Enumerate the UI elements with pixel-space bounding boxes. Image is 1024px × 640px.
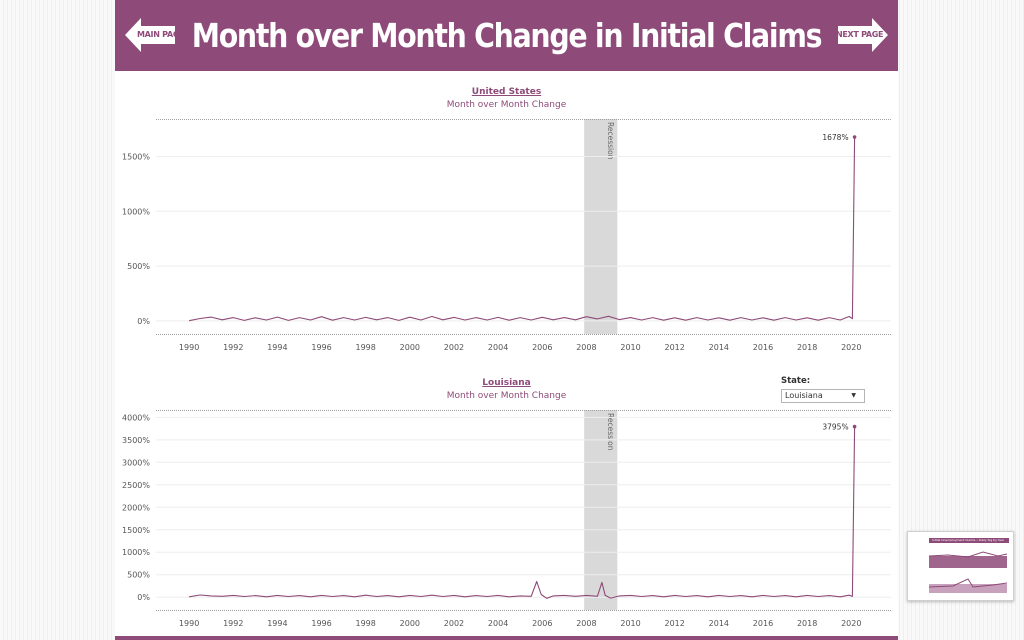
footer-bar — [115, 636, 898, 640]
us-x-tick-label: 2002 — [444, 343, 464, 352]
louisiana-chart-title[interactable]: Louisiana — [482, 378, 531, 388]
la-x-tick-label: 1994 — [267, 619, 287, 628]
la-y-tick-label: 1000% — [122, 548, 150, 557]
la-x-tick-label: 1990 — [179, 619, 199, 628]
state-dropdown-value: Louisiana — [785, 391, 823, 400]
us-x-tick-label: 2016 — [753, 343, 773, 352]
la-x-tick-label: 2004 — [488, 619, 508, 628]
la-recession-band — [584, 410, 618, 610]
dashboard: MAIN PAGE Month over Month Change in Ini… — [115, 0, 898, 640]
us-x-tick-label: 2000 — [400, 343, 420, 352]
la-series-line — [189, 426, 856, 599]
la-y-tick-label: 0% — [137, 593, 150, 602]
us-series-line — [188, 136, 856, 322]
us-recession-label: Recession — [606, 122, 615, 160]
thumbnail-preview[interactable]: Initial Unemployment Claims • Daily Sig … — [907, 531, 1014, 601]
la-y-tick-label: 500% — [127, 571, 150, 580]
la-y-tick-label: 1500% — [122, 526, 150, 535]
la-x-tick-label: 2006 — [532, 619, 552, 628]
us-x-tick-label: 2010 — [620, 343, 640, 352]
us-x-tick-label: 2006 — [532, 343, 552, 352]
state-dropdown[interactable]: Louisiana ▼ — [781, 389, 865, 403]
us-x-tick-label: 2018 — [797, 343, 817, 352]
la-y-tick-label: 2500% — [122, 481, 150, 490]
thumbnail-title: Initial Unemployment Claims • Daily Sig … — [932, 538, 1005, 542]
la-x-tick-label: 2012 — [665, 619, 685, 628]
us-y-tick-label: 0% — [137, 317, 150, 326]
la-recession-label: Recession — [606, 413, 615, 451]
la-x-tick-label: 1998 — [356, 619, 376, 628]
us-x-tick-label: 2004 — [488, 343, 508, 352]
la-x-tick-label: 2016 — [753, 619, 773, 628]
caret-down-icon: ▼ — [851, 392, 856, 399]
la-x-tick-label: 2000 — [400, 619, 420, 628]
us-line-chart: Recession 0% 500% 1000% 1500% 1990 1992 1994 199… — [122, 119, 891, 352]
next-page-label: NEXT PAGE — [836, 30, 884, 39]
la-x-tick-label: 2018 — [797, 619, 817, 628]
la-x-tick-label: 2010 — [620, 619, 640, 628]
left-arrow-icon — [125, 18, 175, 52]
us-chart-title[interactable]: United States — [471, 87, 542, 97]
us-chart-subtitle: Month over Month Change — [446, 100, 567, 110]
la-x-tick-label: 2014 — [709, 619, 729, 628]
us-x-tick-label: 1996 — [311, 343, 331, 352]
next-page-button[interactable]: NEXT PAGE — [836, 16, 888, 54]
us-x-tick-label: 2014 — [709, 343, 729, 352]
us-recession-band — [584, 119, 618, 334]
right-arrow-icon — [838, 18, 888, 52]
us-x-tick-label: 1998 — [356, 343, 376, 352]
louisiana-line-chart: Recession 0% 500% 1000% 1500% 2000% 2500% 3000%… — [122, 410, 891, 628]
state-filter-label: State: — [781, 376, 811, 386]
la-x-tick-label: 2002 — [444, 619, 464, 628]
main-page-button[interactable]: MAIN PAGE — [125, 16, 185, 54]
header-bar: MAIN PAGE Month over Month Change in Ini… — [115, 0, 898, 71]
la-x-tick-label: 1996 — [311, 619, 331, 628]
thumbnail-charts-icon — [928, 551, 1008, 593]
us-peak-label: 1678% — [822, 133, 848, 142]
us-x-tick-label: 2008 — [576, 343, 596, 352]
la-y-tick-label: 3000% — [122, 458, 150, 467]
us-x-tick-label: 1992 — [223, 343, 243, 352]
la-y-tick-label: 4000% — [122, 413, 150, 422]
us-peak-point — [852, 135, 857, 139]
us-y-tick-label: 500% — [127, 262, 150, 271]
us-x-tick-label: 1990 — [179, 343, 199, 352]
thumbnail-header: Initial Unemployment Claims • Daily Sig … — [929, 538, 1009, 543]
us-x-tick-label: 1994 — [267, 343, 287, 352]
main-page-label: MAIN PAGE — [137, 30, 185, 39]
la-peak-label: 3795% — [822, 423, 848, 432]
la-x-tick-label: 1992 — [223, 619, 243, 628]
la-x-tick-label: 2008 — [576, 619, 596, 628]
louisiana-chart-subtitle: Month over Month Change — [446, 391, 567, 401]
state-filter: State: Louisiana ▼ — [781, 376, 865, 403]
us-x-tick-label: 2012 — [665, 343, 685, 352]
us-x-tick-label: 2020 — [841, 343, 861, 352]
page-title: Month over Month Change in Initial Claim… — [191, 16, 823, 55]
la-x-tick-label: 2020 — [841, 619, 861, 628]
la-peak-point — [852, 424, 857, 429]
la-y-tick-label: 2000% — [122, 503, 150, 512]
us-y-tick-label: 1000% — [122, 207, 150, 216]
us-y-tick-label: 1500% — [122, 152, 150, 161]
la-y-tick-label: 3500% — [122, 436, 150, 445]
